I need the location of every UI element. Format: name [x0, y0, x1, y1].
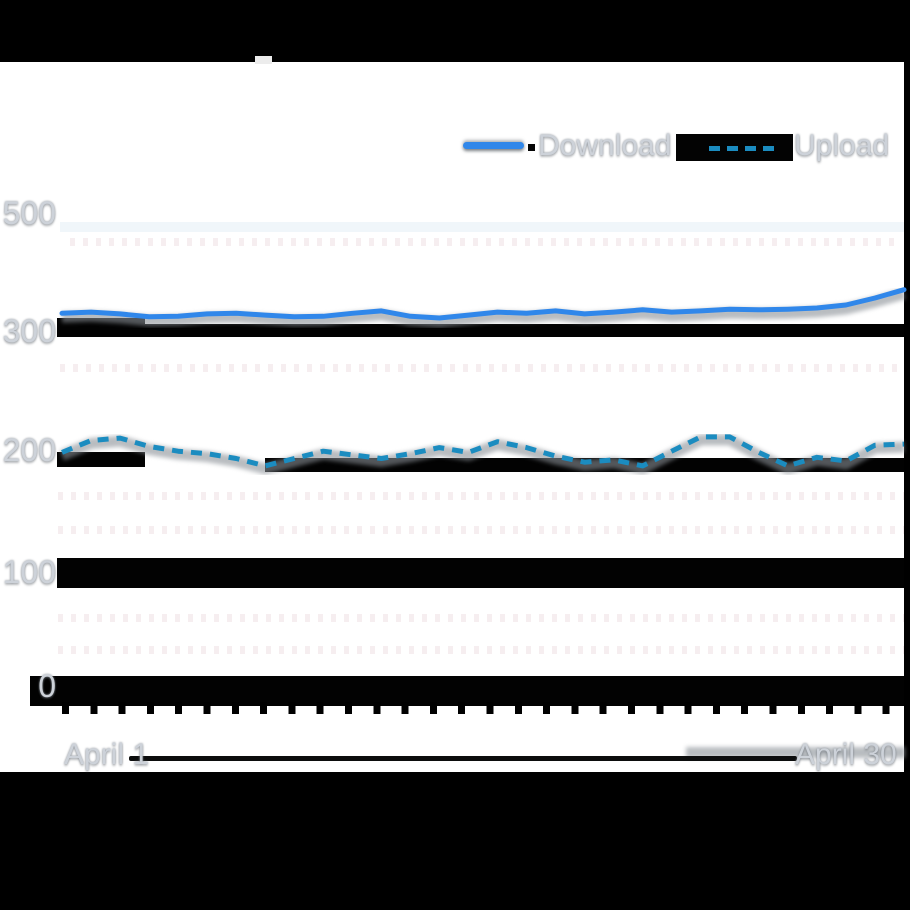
y-tick-100: 100 — [2, 554, 56, 590]
y-tick-200: 200 — [2, 432, 56, 468]
texture-band — [70, 238, 900, 246]
x-axis-tick-marks — [62, 702, 898, 714]
gridline-200-band — [57, 452, 145, 467]
legend-upload-label[interactable]: Upload — [794, 129, 890, 162]
texture-band — [58, 646, 904, 654]
texture-band — [60, 364, 904, 372]
x-axis-range-line — [129, 756, 797, 761]
top-black-band — [0, 0, 910, 62]
gridline-500 — [60, 222, 904, 232]
legend-download-swatch[interactable] — [463, 142, 524, 149]
legend-download-label[interactable]: Download — [538, 129, 672, 162]
zero-axis-band — [30, 676, 904, 706]
texture-band — [58, 526, 904, 534]
range-line-shadow — [686, 747, 905, 758]
x-label-start: April 1 — [64, 738, 150, 771]
y-tick-300: 300 — [2, 313, 56, 349]
gridline-200-band — [265, 458, 904, 472]
right-black-strip — [904, 0, 910, 910]
y-tick-0: 0 — [38, 668, 56, 704]
texture-band — [58, 492, 904, 500]
y-tick-500: 500 — [2, 195, 56, 231]
gridline-300-band — [57, 324, 904, 337]
bottom-black-band — [0, 772, 910, 910]
legend-upload-swatch[interactable] — [709, 146, 775, 151]
legend-separator-dot — [528, 144, 535, 151]
chart-panel — [0, 62, 904, 772]
top-edge-tab — [255, 56, 272, 64]
x-label-end: April 30 — [795, 738, 897, 771]
texture-band — [58, 614, 904, 622]
gridline-100-band — [57, 558, 904, 588]
